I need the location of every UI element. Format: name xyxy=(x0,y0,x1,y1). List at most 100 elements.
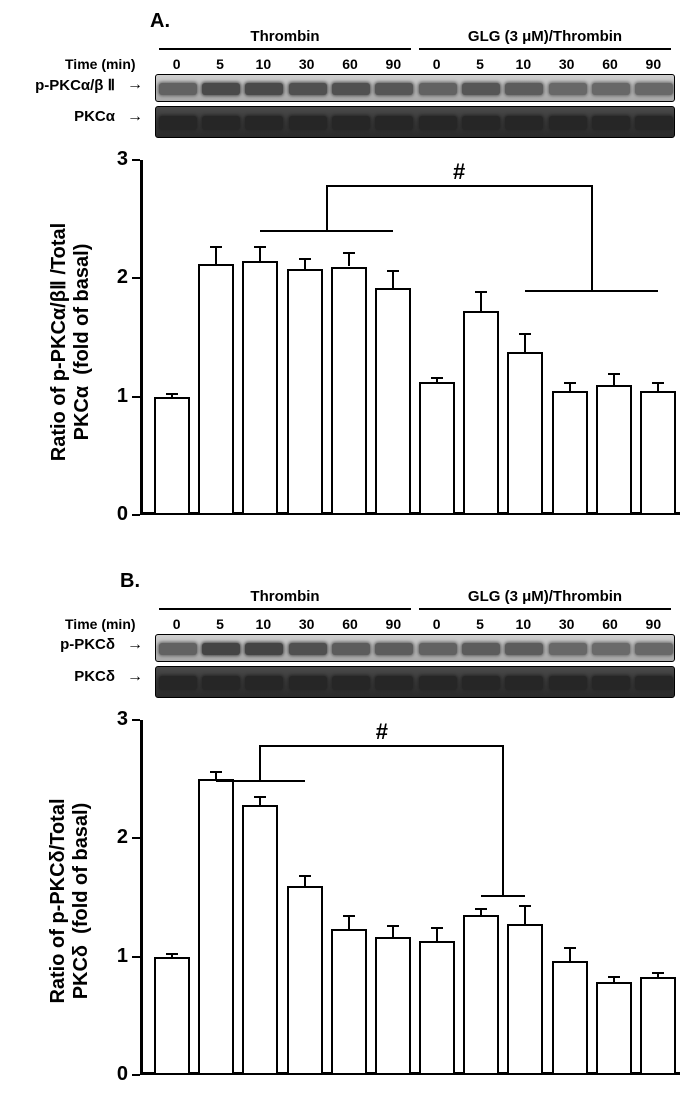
blot-lane xyxy=(416,107,459,137)
time-axis-label: Time (min) xyxy=(65,56,136,72)
blot-band xyxy=(549,83,587,96)
blot-lane xyxy=(373,635,416,661)
sig-symbol: # xyxy=(449,159,469,185)
blot-lane xyxy=(329,635,372,661)
blot-band xyxy=(505,116,543,130)
error-cap xyxy=(254,796,266,798)
error-bar xyxy=(348,915,350,929)
blot-band xyxy=(505,643,543,656)
blot-lane xyxy=(286,75,329,101)
blot-band xyxy=(419,83,457,96)
blot-band xyxy=(289,116,327,130)
y-tick-label: 0 xyxy=(98,503,128,526)
blot-lane xyxy=(329,75,372,101)
error-bar xyxy=(436,927,438,941)
blot-lane xyxy=(373,107,416,137)
sig-bar xyxy=(525,290,658,292)
y-tick xyxy=(132,956,140,958)
blot-band xyxy=(202,116,240,130)
blot-lane xyxy=(546,667,589,697)
time-axis-label: Time (min) xyxy=(65,616,136,632)
y-tick xyxy=(132,396,140,398)
blot-band xyxy=(159,83,197,96)
time-point: 10 xyxy=(251,616,275,632)
blot-band xyxy=(202,643,240,656)
sig-bar xyxy=(326,185,328,230)
blot-band xyxy=(159,116,197,130)
sig-bar xyxy=(481,895,525,897)
time-point: 0 xyxy=(425,616,449,632)
blot-band xyxy=(375,116,413,130)
blot-band xyxy=(245,83,283,96)
y-tick-label: 3 xyxy=(98,708,128,731)
blot-strip xyxy=(155,74,675,102)
error-bar xyxy=(480,291,482,311)
bar xyxy=(287,269,323,515)
blot-band xyxy=(549,643,587,656)
blot-band xyxy=(202,83,240,96)
error-cap xyxy=(564,382,576,384)
time-point: 0 xyxy=(165,56,189,72)
error-cap xyxy=(475,908,487,910)
y-tick xyxy=(132,1074,140,1076)
blot-lane xyxy=(243,667,286,697)
y-tick-label: 1 xyxy=(98,385,128,408)
sig-bar xyxy=(216,780,304,782)
time-point: 5 xyxy=(208,56,232,72)
bar xyxy=(154,957,190,1075)
blot-lane xyxy=(589,75,632,101)
error-bar xyxy=(524,905,526,924)
bar xyxy=(507,352,543,515)
time-point: 30 xyxy=(295,56,319,72)
blot-band xyxy=(245,643,283,656)
blot-lane xyxy=(156,75,199,101)
panel-label: B. xyxy=(120,570,140,593)
blot-band xyxy=(462,83,500,96)
bar xyxy=(242,261,278,515)
blot-strip xyxy=(155,666,675,698)
time-point: 10 xyxy=(511,616,535,632)
y-tick-label: 2 xyxy=(98,826,128,849)
blot-band xyxy=(462,116,500,130)
time-point: 90 xyxy=(381,56,405,72)
blot-lane xyxy=(546,635,589,661)
blot-lane xyxy=(286,107,329,137)
blot-lane xyxy=(633,107,675,137)
time-point: 5 xyxy=(468,56,492,72)
error-cap xyxy=(431,927,443,929)
error-bar xyxy=(392,270,394,288)
error-cap xyxy=(299,258,311,260)
bar xyxy=(375,288,411,515)
blot-lane xyxy=(503,667,546,697)
error-cap xyxy=(608,373,620,375)
blot-lane xyxy=(286,635,329,661)
y-tick xyxy=(132,159,140,161)
blot-band xyxy=(375,643,413,656)
condition-rule xyxy=(159,48,411,50)
blot-band xyxy=(549,676,587,690)
blot-band xyxy=(202,676,240,690)
time-point: 90 xyxy=(641,56,665,72)
sig-bar xyxy=(260,230,393,232)
blot-lane xyxy=(503,635,546,661)
blot-lane xyxy=(286,667,329,697)
bar xyxy=(596,982,632,1075)
blot-band xyxy=(159,643,197,656)
condition-label: GLG (3 μM)/Thrombin xyxy=(415,28,675,45)
time-point: 0 xyxy=(425,56,449,72)
bar xyxy=(198,779,234,1075)
blot-band xyxy=(245,116,283,130)
bar xyxy=(552,961,588,1075)
blot-lane xyxy=(546,107,589,137)
blot-lane xyxy=(459,635,502,661)
bar xyxy=(640,977,676,1075)
y-axis xyxy=(140,720,143,1075)
error-cap xyxy=(387,270,399,272)
y-axis-title: Ratio of p-PKCα/βⅡ /Total PKCα (fold of … xyxy=(46,192,94,492)
arrow-icon: → xyxy=(127,636,143,654)
error-cap xyxy=(343,252,355,254)
error-cap xyxy=(387,925,399,927)
error-bar xyxy=(569,947,571,961)
bar xyxy=(331,929,367,1075)
sig-bar xyxy=(502,745,504,895)
